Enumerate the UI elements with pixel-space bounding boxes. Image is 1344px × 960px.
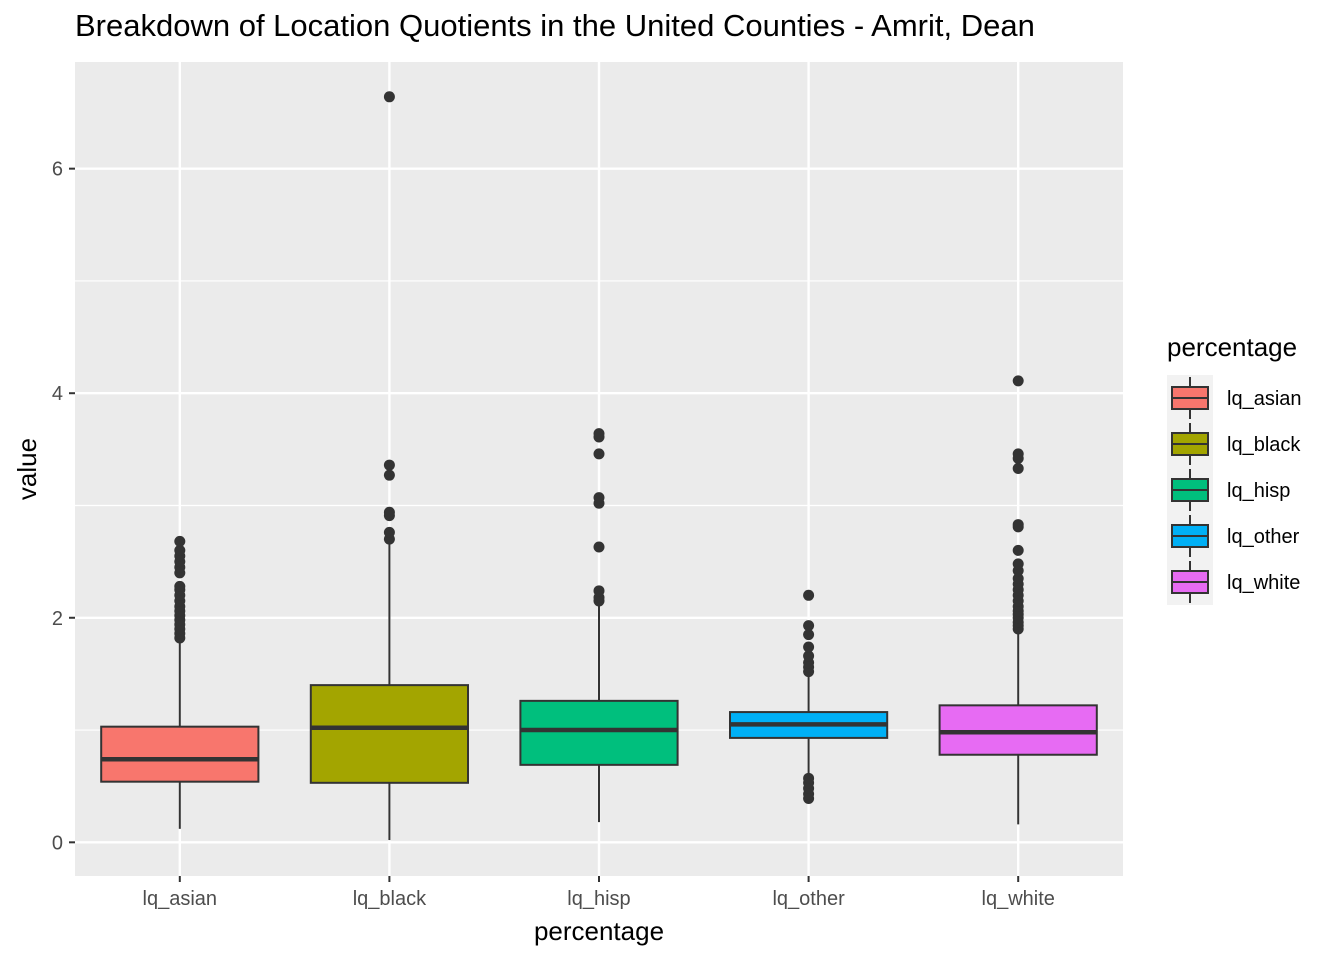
outlier-point	[1012, 519, 1024, 531]
outlier-point	[803, 641, 815, 653]
legend-item-lq_other: lq_other	[1167, 513, 1300, 559]
box-lq_hisp	[519, 428, 679, 823]
legend-label: lq_other	[1227, 526, 1300, 548]
outlier-point	[174, 544, 186, 556]
x-tick-label: lq_white	[982, 888, 1055, 910]
x-tick-label: lq_asian	[143, 888, 218, 910]
y-axis-title: value	[12, 438, 42, 500]
outlier-point	[803, 589, 815, 601]
box-lq_white	[938, 375, 1098, 825]
outlier-point	[1012, 544, 1024, 556]
outlier-point	[383, 506, 395, 518]
x-axis-title: percentage	[534, 916, 664, 946]
outlier-point	[593, 448, 605, 460]
legend-title: percentage	[1167, 332, 1297, 362]
outlier-point	[1012, 462, 1024, 474]
outlier-point	[593, 428, 605, 440]
outlier-point	[803, 650, 815, 662]
legend-label: lq_white	[1227, 572, 1300, 594]
outlier-point	[383, 526, 395, 538]
y-tick-label: 0	[52, 832, 63, 854]
legend: percentage lq_asian lq_black lq_hisp lq_oth…	[1167, 332, 1302, 605]
iqr-box	[100, 725, 260, 783]
iqr-box	[519, 699, 679, 766]
outlier-point	[593, 541, 605, 553]
outlier-point	[383, 469, 395, 481]
boxes	[100, 91, 1098, 841]
box-lq_asian	[100, 535, 260, 829]
legend-label: lq_asian	[1227, 388, 1302, 410]
outlier-point	[1012, 448, 1024, 460]
outlier-point	[1012, 375, 1024, 387]
outlier-point	[803, 772, 815, 784]
outlier-point	[174, 535, 186, 547]
legend-item-lq_white: lq_white	[1167, 559, 1300, 605]
y-tick-label: 2	[52, 608, 63, 630]
legend-label: lq_hisp	[1227, 480, 1290, 502]
legend-item-lq_black: lq_black	[1167, 421, 1301, 467]
outlier-point	[593, 492, 605, 504]
legend-item-lq_hisp: lq_hisp	[1167, 467, 1290, 513]
x-tick-label: lq_black	[353, 888, 427, 910]
x-tick-label: lq_other	[772, 888, 845, 910]
x-tick-label: lq_hisp	[567, 888, 630, 910]
box-lq_other	[729, 589, 889, 805]
outlier-point	[803, 620, 815, 632]
outlier-point	[1012, 572, 1024, 584]
outlier-point	[383, 91, 395, 103]
outlier-point	[593, 585, 605, 597]
y-tick-label: 4	[52, 383, 63, 405]
box-lq_black	[309, 91, 469, 841]
legend-label: lq_black	[1227, 434, 1301, 456]
outlier-point	[383, 459, 395, 471]
legend-item-lq_asian: lq_asian	[1167, 375, 1302, 421]
outlier-point	[803, 629, 815, 641]
iqr-box	[309, 684, 469, 784]
outlier-point	[1012, 558, 1024, 570]
y-tick-label: 6	[52, 159, 63, 181]
axes: 0 2 4 6 lq_asian lq_black lq_hisp lq_other lq_wh…	[52, 159, 1055, 910]
outlier-point	[174, 580, 186, 592]
chart-title: Breakdown of Location Quotients in the U…	[75, 8, 1035, 43]
